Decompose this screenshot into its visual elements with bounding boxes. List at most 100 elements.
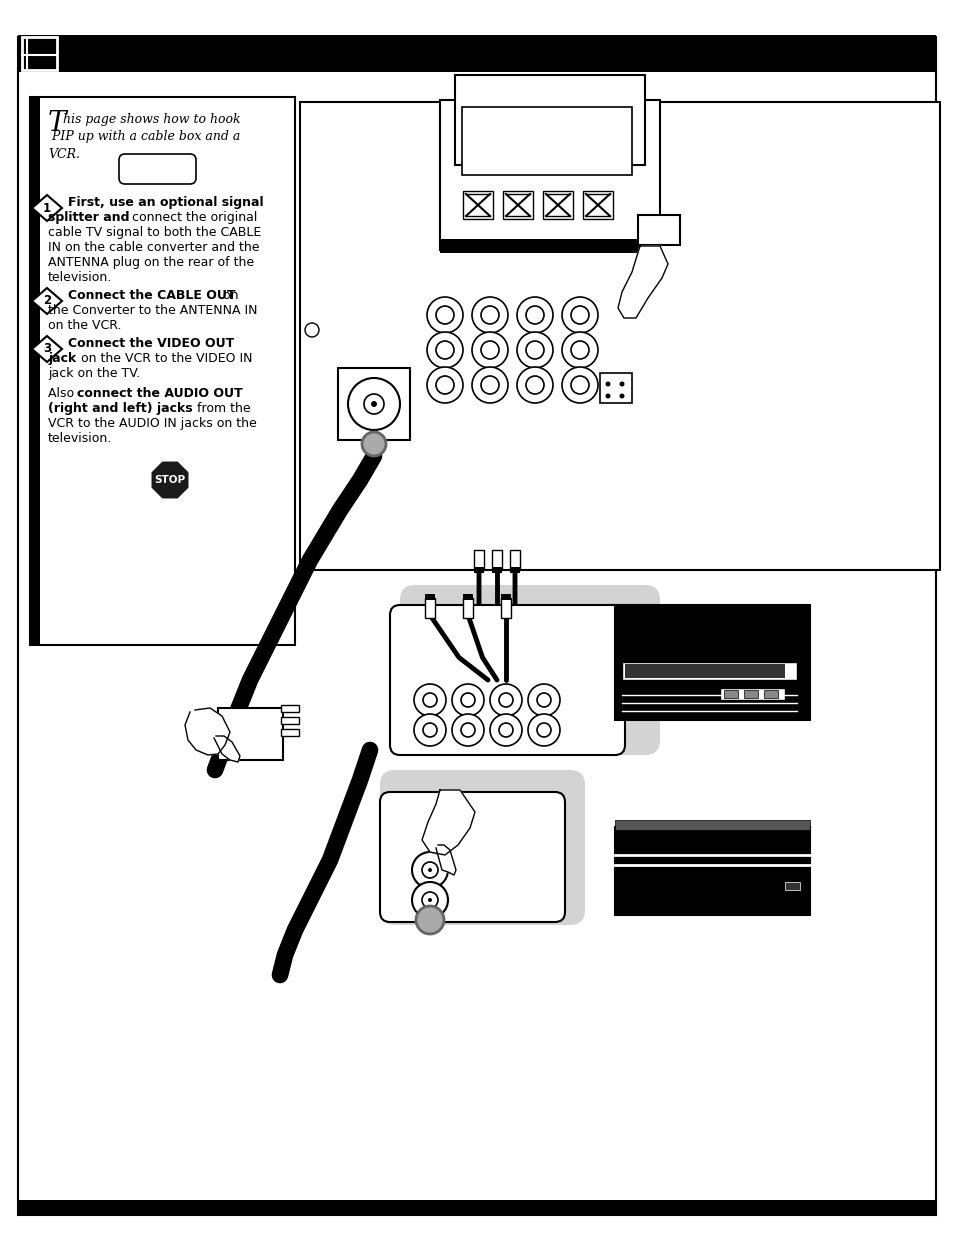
Circle shape	[517, 332, 553, 368]
Bar	[281, 729, 298, 736]
Text: connect the original: connect the original	[128, 211, 257, 224]
Bar	[615, 827, 809, 915]
Circle shape	[517, 296, 553, 333]
Bar	[492, 550, 501, 571]
Text: on the VCR.: on the VCR.	[48, 319, 121, 332]
Circle shape	[561, 296, 598, 333]
Circle shape	[537, 693, 551, 706]
Text: Also: Also	[48, 387, 78, 400]
FancyBboxPatch shape	[379, 792, 564, 923]
Text: from the: from the	[193, 403, 251, 415]
Circle shape	[571, 375, 588, 394]
Bar	[299, 103, 939, 571]
Bar	[462, 598, 473, 618]
Bar	[18, 35, 935, 72]
Circle shape	[618, 382, 624, 387]
Bar	[615, 820, 809, 830]
Text: 3: 3	[43, 342, 51, 356]
Circle shape	[498, 722, 513, 737]
Bar	[474, 550, 483, 571]
Text: T: T	[48, 110, 67, 137]
Circle shape	[414, 714, 446, 746]
Circle shape	[436, 375, 454, 394]
Circle shape	[490, 684, 521, 716]
Bar	[542, 191, 573, 219]
Bar	[615, 605, 809, 720]
Circle shape	[571, 341, 588, 359]
Bar	[500, 594, 511, 600]
Bar	[462, 594, 473, 600]
Bar	[455, 75, 644, 165]
Bar	[510, 567, 519, 573]
Circle shape	[421, 892, 437, 908]
Circle shape	[436, 306, 454, 324]
Circle shape	[361, 432, 386, 456]
Bar	[424, 598, 435, 618]
Circle shape	[348, 378, 399, 430]
Bar	[763, 690, 778, 698]
Circle shape	[428, 868, 432, 872]
Polygon shape	[618, 246, 667, 317]
Circle shape	[427, 332, 462, 368]
Bar	[500, 598, 511, 618]
Text: IN on the cable converter and the: IN on the cable converter and the	[48, 241, 259, 254]
Bar	[30, 98, 294, 645]
Polygon shape	[32, 336, 62, 362]
Circle shape	[412, 852, 448, 888]
Circle shape	[416, 906, 443, 934]
Bar	[599, 373, 631, 403]
Bar	[492, 567, 501, 573]
Circle shape	[436, 341, 454, 359]
Circle shape	[571, 306, 588, 324]
Bar	[474, 567, 483, 573]
Text: VCR.: VCR.	[48, 148, 80, 161]
Polygon shape	[185, 708, 230, 755]
Circle shape	[427, 367, 462, 403]
Polygon shape	[421, 790, 475, 855]
Circle shape	[537, 722, 551, 737]
Bar	[723, 690, 738, 698]
FancyBboxPatch shape	[390, 605, 624, 755]
Text: on the VCR to the VIDEO IN: on the VCR to the VIDEO IN	[77, 352, 253, 366]
Bar	[218, 708, 283, 760]
Bar	[22, 37, 57, 70]
Circle shape	[414, 684, 446, 716]
Bar	[638, 215, 679, 245]
Bar	[621, 662, 796, 680]
Bar	[784, 882, 800, 890]
Circle shape	[460, 693, 475, 706]
Circle shape	[460, 722, 475, 737]
Circle shape	[527, 714, 559, 746]
Circle shape	[472, 332, 507, 368]
Circle shape	[452, 714, 483, 746]
Bar	[18, 1200, 935, 1215]
Circle shape	[525, 306, 543, 324]
Circle shape	[412, 882, 448, 918]
Circle shape	[618, 394, 624, 399]
Polygon shape	[213, 736, 240, 762]
Polygon shape	[152, 462, 189, 499]
Bar	[200, 734, 218, 740]
Bar	[424, 594, 435, 600]
Circle shape	[605, 382, 610, 387]
Text: ANTENNA plug on the rear of the: ANTENNA plug on the rear of the	[48, 256, 253, 269]
Text: PIP up with a cable box and a: PIP up with a cable box and a	[48, 130, 240, 143]
Circle shape	[421, 862, 437, 878]
Circle shape	[517, 367, 553, 403]
Bar	[30, 98, 40, 645]
Bar	[743, 690, 758, 698]
Text: connect the AUDIO OUT: connect the AUDIO OUT	[77, 387, 242, 400]
Circle shape	[480, 375, 498, 394]
Circle shape	[427, 296, 462, 333]
Circle shape	[605, 394, 610, 399]
Text: STOP: STOP	[154, 475, 186, 485]
FancyBboxPatch shape	[399, 585, 659, 755]
Bar	[439, 100, 659, 249]
Text: (right and left) jacks: (right and left) jacks	[48, 403, 193, 415]
Text: jack: jack	[48, 352, 76, 366]
Text: Connect the CABLE OUT: Connect the CABLE OUT	[68, 289, 235, 303]
Text: his page shows how to hook: his page shows how to hook	[63, 112, 240, 126]
Circle shape	[472, 296, 507, 333]
Text: television.: television.	[48, 270, 112, 284]
Circle shape	[490, 714, 521, 746]
